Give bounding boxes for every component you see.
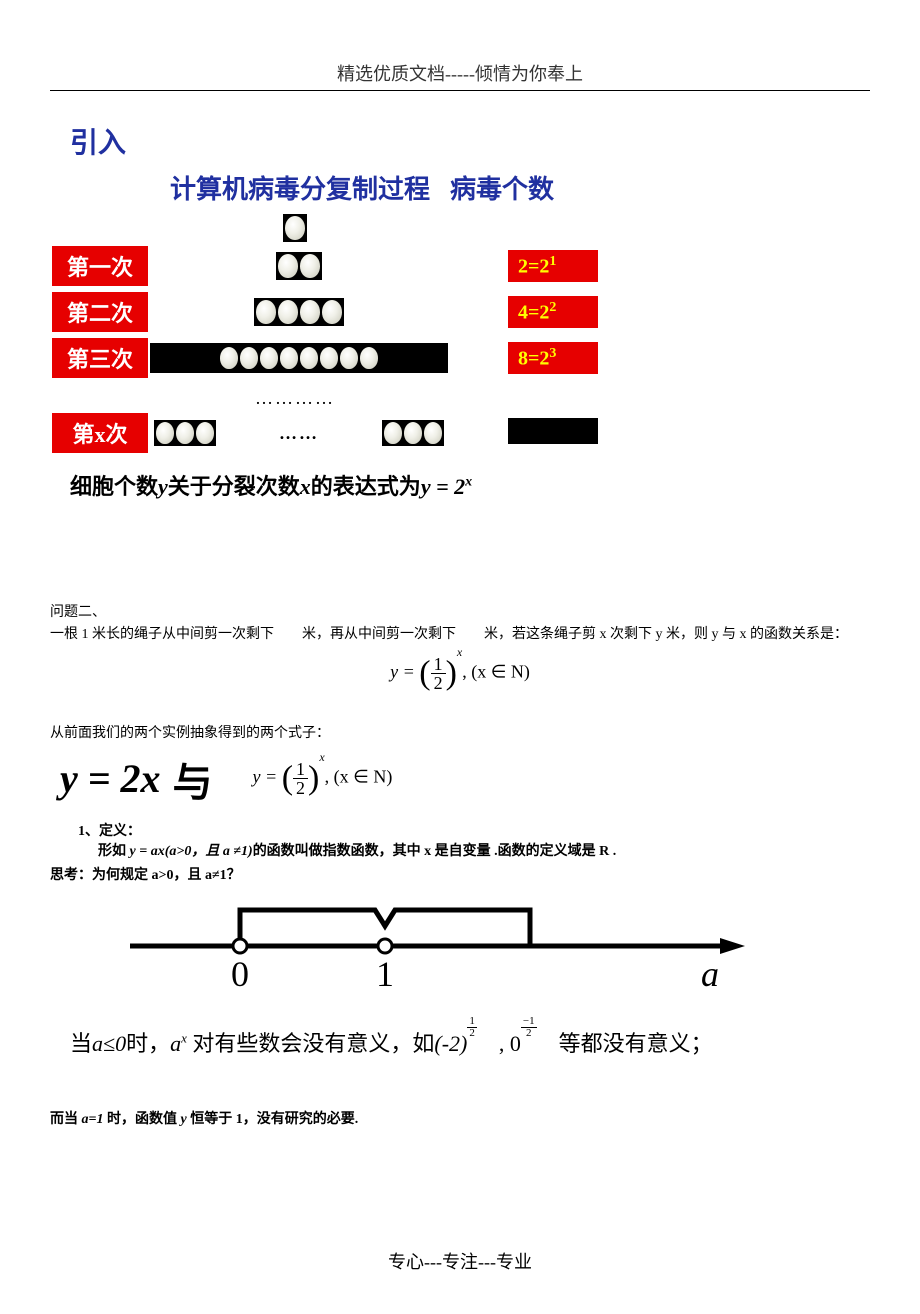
numline-0: 0 (231, 954, 249, 994)
egg-icon (322, 300, 342, 324)
egg-icon (260, 347, 278, 369)
row-label-2: 第二次 (52, 292, 148, 332)
page: 精选优质文档-----倾情为你奉上 引入 计算机病毒分复制过程 病毒个数 第一次… (0, 0, 920, 1314)
row-label-1: 第一次 (52, 246, 148, 286)
number-line: 0 1 a (130, 896, 870, 996)
egg-icon (196, 422, 214, 444)
virus-row-2: 第二次 4=22 (50, 292, 870, 332)
virus-table: 第一次 2=21 第二次 4=22 第三次 8=23 (50, 246, 870, 453)
egg-icon (240, 347, 258, 369)
count-badge-3: 8=23 (508, 342, 598, 375)
meaning-line: 当a≤0时，ax 对有些数会没有意义，如(-2)12 , 0−12 等都没有意义… (70, 1026, 870, 1058)
page-footer: 专心---专注---专业 (50, 1248, 870, 1274)
subtitle-process: 计算机病毒分复制过程 (170, 169, 430, 206)
formula-half-2: y = (12)x, (x ∈ N) (253, 760, 393, 797)
egg-area-x: …… (150, 417, 448, 450)
egg-icon (404, 422, 422, 444)
row-label-3: 第三次 (52, 338, 148, 378)
egg-area-2 (150, 296, 448, 328)
def-number: 1、定义： (78, 820, 870, 840)
row-label-x: 第x次 (52, 413, 148, 453)
numline-a: a (701, 954, 719, 994)
question-2: 问题二、 一根 1 米长的绳子从中间剪一次剩下 米，再从中间剪一次剩下 米，若这… (50, 601, 870, 645)
egg-icon (256, 300, 276, 324)
egg-icon (320, 347, 338, 369)
egg-icon (300, 300, 320, 324)
formula-half-1: y = (12)x, (x ∈ N) (50, 655, 870, 692)
formula-y2x: y = 2x (60, 755, 161, 802)
q2-title: 问题二、 (50, 601, 870, 621)
virus-row-3: 第三次 8=23 (50, 338, 870, 378)
number-line-svg: 0 1 a (130, 896, 750, 996)
egg-area-1 (150, 250, 448, 282)
definition-block: 1、定义： 形如 y = ax(a>0，且 a ≠1)的函数叫做指数函数，其中 … (50, 820, 870, 884)
dots-row: ………… (150, 384, 440, 413)
conclusion-line: 细胞个数y关于分裂次数x的表达式为y = 2x (70, 469, 870, 501)
egg-icon (280, 347, 298, 369)
egg-icon (278, 300, 298, 324)
egg-icon (285, 216, 305, 240)
egg-icon (176, 422, 194, 444)
egg-icon (300, 347, 318, 369)
two-formula-row: y = 2x 与 y = (12)x, (x ∈ N) (50, 750, 870, 808)
egg-icon (424, 422, 442, 444)
egg-icon (360, 347, 378, 369)
virus-row-x: 第x次 …… (50, 413, 870, 453)
virus-row-1: 第一次 2=21 (50, 246, 870, 286)
virus-row-0 (150, 214, 440, 242)
page-header: 精选优质文档-----倾情为你奉上 (50, 60, 870, 86)
abstract-line: 从前面我们的两个实例抽象得到的两个式子： (50, 722, 870, 742)
yu-char: 与 (173, 750, 213, 808)
numline-1: 1 (376, 954, 394, 994)
header-rule (50, 90, 870, 91)
egg-icon (384, 422, 402, 444)
think-line: 思考：为何规定 a>0，且 a≠1？ (50, 864, 870, 884)
count-badge-1: 2=21 (508, 250, 598, 283)
egg-icon (300, 254, 320, 278)
count-badge-2: 4=22 (508, 296, 598, 329)
subtitle-row: 计算机病毒分复制过程 病毒个数 (170, 169, 870, 206)
q2-text: 一根 1 米长的绳子从中间剪一次剩下 米，再从中间剪一次剩下 米，若这条绳子剪 … (50, 625, 870, 645)
intro-title: 引入 (70, 121, 870, 161)
egg-icon (340, 347, 358, 369)
def-body: 形如 y = ax(a>0，且 a ≠1)的函数叫做指数函数，其中 x 是自变量… (98, 840, 870, 860)
count-badge-x (508, 418, 598, 444)
a1-line: 而当 a=1 时，函数值 y 恒等于 1，没有研究的必要. (50, 1108, 870, 1128)
egg-icon (278, 254, 298, 278)
subtitle-count: 病毒个数 (450, 169, 554, 206)
egg-area-3 (150, 343, 448, 373)
egg-icon (156, 422, 174, 444)
egg-icon (220, 347, 238, 369)
